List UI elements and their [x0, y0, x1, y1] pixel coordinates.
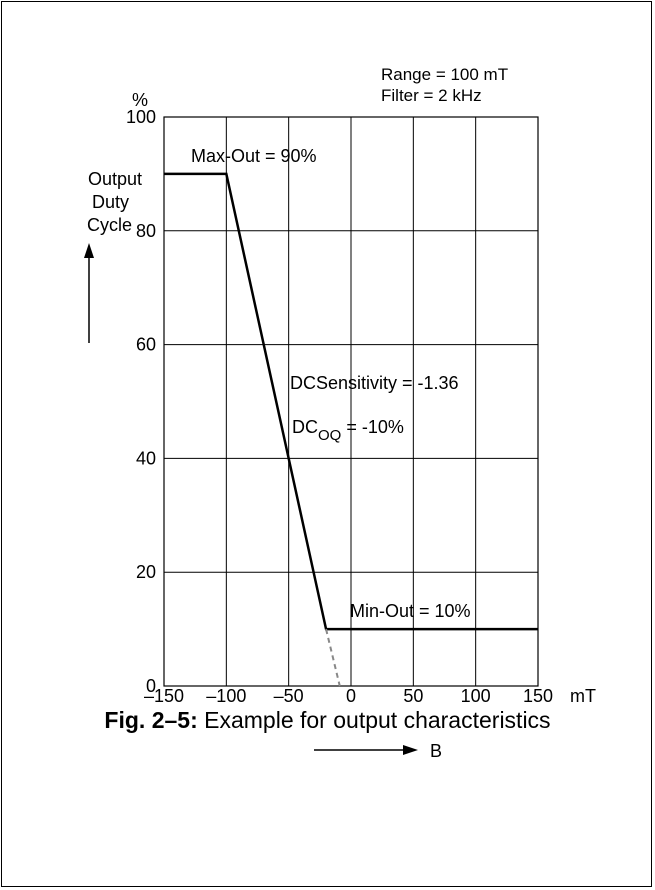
y-tick-label: 20: [136, 562, 156, 582]
filter-annotation: Filter = 2 kHz: [381, 86, 482, 105]
extrapolation-line: [325, 628, 341, 687]
tick-labels: –150 –100 –50 0 50 100 150 0 20 40 60 80 100: [126, 107, 553, 706]
x-tick-label: 0: [346, 686, 356, 706]
sensitivity-annotation: DCSensitivity = -1.36: [290, 373, 459, 393]
x-tick-label: –150: [144, 686, 184, 706]
y-axis-label-line-2: Duty: [92, 192, 129, 212]
figure-caption-number: Fig. 2–5:: [104, 707, 198, 733]
figure-caption-text: Example for output characteristics: [197, 707, 551, 733]
x-tick-label: 150: [523, 686, 553, 706]
dc-offset-annotation: DCOQ = -10%: [292, 417, 404, 444]
dc-offset-subscript: OQ: [318, 427, 341, 444]
x-axis-label: B: [430, 741, 442, 761]
max-out-annotation: Max-Out = 90%: [191, 146, 317, 166]
dc-offset-suffix: = -10%: [341, 417, 404, 437]
x-tick-label: –100: [206, 686, 246, 706]
output-curve: [164, 172, 538, 631]
x-tick-label: 100: [461, 686, 491, 706]
y-unit-label: %: [132, 90, 148, 110]
grid: [163, 116, 539, 687]
y-axis-arrowhead: [84, 243, 94, 258]
x-tick-label: –50: [274, 686, 304, 706]
y-axis-label-line-1: Output: [88, 169, 142, 189]
y-axis-label-line-3: Cycle: [87, 215, 132, 235]
range-annotation: Range = 100 mT: [381, 65, 508, 84]
x-unit-label: mT: [570, 686, 596, 706]
x-tick-label: 50: [403, 686, 423, 706]
y-tick-label: 0: [146, 676, 156, 696]
figure-caption: Fig. 2–5: Example for output characteris…: [0, 707, 655, 734]
y-tick-label: 60: [136, 335, 156, 355]
y-tick-label: 100: [126, 107, 156, 127]
y-tick-label: 80: [136, 221, 156, 241]
y-tick-label: 40: [136, 448, 156, 468]
dc-offset-prefix: DC: [292, 417, 318, 437]
x-axis-arrowhead: [403, 745, 418, 755]
min-out-annotation: Min-Out = 10%: [350, 601, 471, 621]
series: [164, 172, 538, 687]
